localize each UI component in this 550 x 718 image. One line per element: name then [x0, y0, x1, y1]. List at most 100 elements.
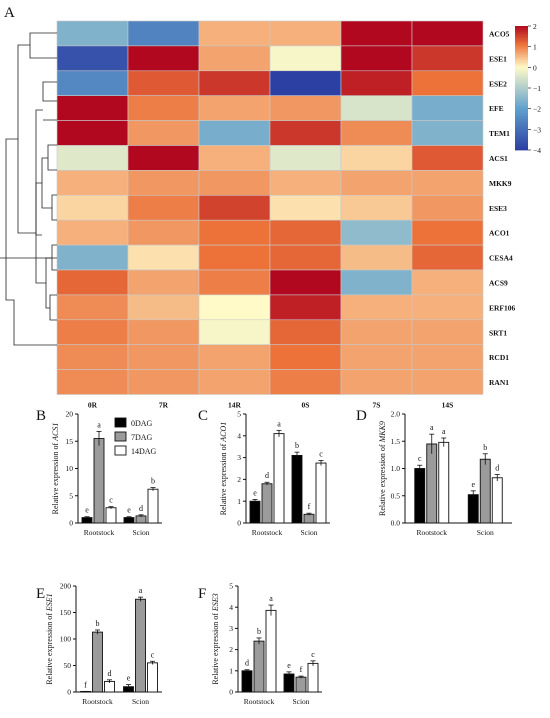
colorbar-tick-label: 2	[533, 22, 537, 31]
bar	[283, 673, 295, 693]
colorbar-swatch	[515, 52, 528, 56]
bar	[315, 462, 327, 524]
heatmap-cell	[340, 319, 413, 345]
heatmap-row-label: ACS9	[489, 278, 508, 287]
y-axis-label: Relative expression of ACS1	[51, 423, 60, 515]
heatmap-cell	[269, 369, 342, 395]
heatmap-cell	[127, 344, 200, 370]
y-tick-label: 1.0	[391, 464, 401, 473]
heatmap-cell	[56, 145, 129, 171]
significance-letter: e	[471, 480, 475, 489]
bar	[426, 443, 438, 524]
heatmap-cell	[340, 219, 413, 246]
legend-label: 14DAG	[131, 447, 157, 456]
colorbar-swatch	[515, 28, 528, 31]
y-tick-label: 2.0	[391, 410, 401, 419]
heatmap-cell	[411, 269, 484, 296]
heatmap-cell	[269, 294, 342, 321]
colorbar-swatch	[515, 38, 528, 41]
colorbar-tick-label: −4	[533, 146, 541, 155]
colorbar-tick-label: 1	[533, 43, 537, 52]
colorbar-swatch	[515, 108, 528, 112]
bar	[467, 494, 479, 524]
significance-letter: b	[151, 477, 155, 486]
heatmap-cell	[340, 369, 413, 395]
bar	[241, 670, 253, 693]
heatmap-cell	[56, 369, 129, 395]
y-tick-label: 4	[229, 603, 233, 612]
heatmap-column-labels: 0R 7R 14R 0S 7S 14S	[88, 401, 453, 410]
heatmap-cell	[198, 219, 271, 246]
heatmap-cell	[127, 95, 200, 121]
colorbar-swatch	[515, 73, 528, 76]
heatmap-cell	[56, 319, 129, 345]
colorbar-swatch	[515, 69, 528, 72]
heatmap-cell	[56, 95, 129, 121]
y-tick-label: 4	[237, 431, 241, 440]
colorbar-swatch	[515, 139, 528, 143]
colorbar-swatch	[515, 104, 528, 107]
heatmap-cell	[56, 120, 129, 146]
heatmap-cell	[411, 45, 484, 72]
y-tick-label: 2	[229, 645, 233, 654]
colorbar-swatch	[515, 110, 528, 114]
heatmap-cell	[340, 244, 413, 271]
heatmap-column-label: 0R	[88, 401, 98, 410]
bar	[135, 598, 146, 693]
colorbar-swatch	[515, 116, 528, 120]
heatmap-cell	[340, 269, 413, 296]
heatmap-cell	[127, 195, 200, 221]
colorbar-swatch	[515, 40, 528, 43]
y-tick-label: 100	[60, 635, 72, 644]
bar	[295, 676, 307, 693]
heatmap-cell	[127, 20, 200, 47]
heatmap-cell	[340, 344, 413, 370]
colorbar-swatch	[515, 54, 528, 58]
heatmap-cell	[198, 369, 271, 395]
colorbar-swatch	[515, 77, 528, 81]
heatmap-row-labels: ACO5 ESE1 ESE2 EFE TEM1 ACS1 MKK9 ESE3 ACO1 CESA4…	[489, 29, 516, 387]
heatmap-column-label: 7S	[373, 401, 381, 410]
significance-letter: c	[151, 650, 155, 659]
heatmap-row-label: ESE1	[489, 54, 507, 63]
colorbar-swatch	[515, 59, 528, 62]
colorbar-swatch	[515, 96, 528, 99]
y-tick-label: 50	[64, 661, 72, 670]
significance-letter: d	[245, 659, 249, 668]
heatmap-row-label: TEM1	[489, 129, 510, 138]
significance-letter: e	[253, 488, 257, 497]
panel-label: E	[36, 586, 45, 602]
legend-swatch	[114, 431, 127, 442]
heatmap-cell	[269, 70, 342, 97]
heatmap-row-label: RCD1	[489, 353, 509, 362]
colorbar-swatch	[515, 143, 528, 147]
heatmap-cell	[269, 20, 342, 47]
colorbar-swatch	[515, 75, 528, 79]
significance-letter: a	[442, 427, 446, 436]
x-category-label: Scion	[477, 528, 494, 537]
heatmap-cell	[127, 170, 200, 196]
heatmap-cell	[411, 369, 484, 395]
heatmap-row-label: SRT1	[489, 328, 507, 337]
colorbar-swatch	[515, 100, 528, 103]
y-axis-label: Relative expression of ESE1	[45, 593, 54, 684]
heatmap-cell	[340, 120, 413, 146]
y-tick-label: 0	[229, 688, 233, 697]
colorbar-swatch	[515, 65, 528, 68]
legend: 0DAG 7DAG 14DAG	[114, 417, 157, 456]
y-tick-label: 1	[229, 666, 233, 675]
heatmap-cell	[198, 244, 271, 271]
colorbar-swatch	[515, 67, 528, 70]
panel-label-a: A	[4, 5, 15, 21]
x-category-label: Scion	[300, 528, 317, 537]
y-axis-label-gene: MKK9	[378, 421, 387, 443]
bar	[92, 631, 103, 693]
heatmap-cell	[269, 170, 342, 196]
colorbar-swatch	[515, 42, 528, 45]
y-axis-label-gene: ESE1	[45, 593, 54, 612]
heatmap-cell	[127, 120, 200, 146]
x-category-label: Scion	[132, 528, 149, 537]
significance-letter: c	[319, 449, 323, 458]
